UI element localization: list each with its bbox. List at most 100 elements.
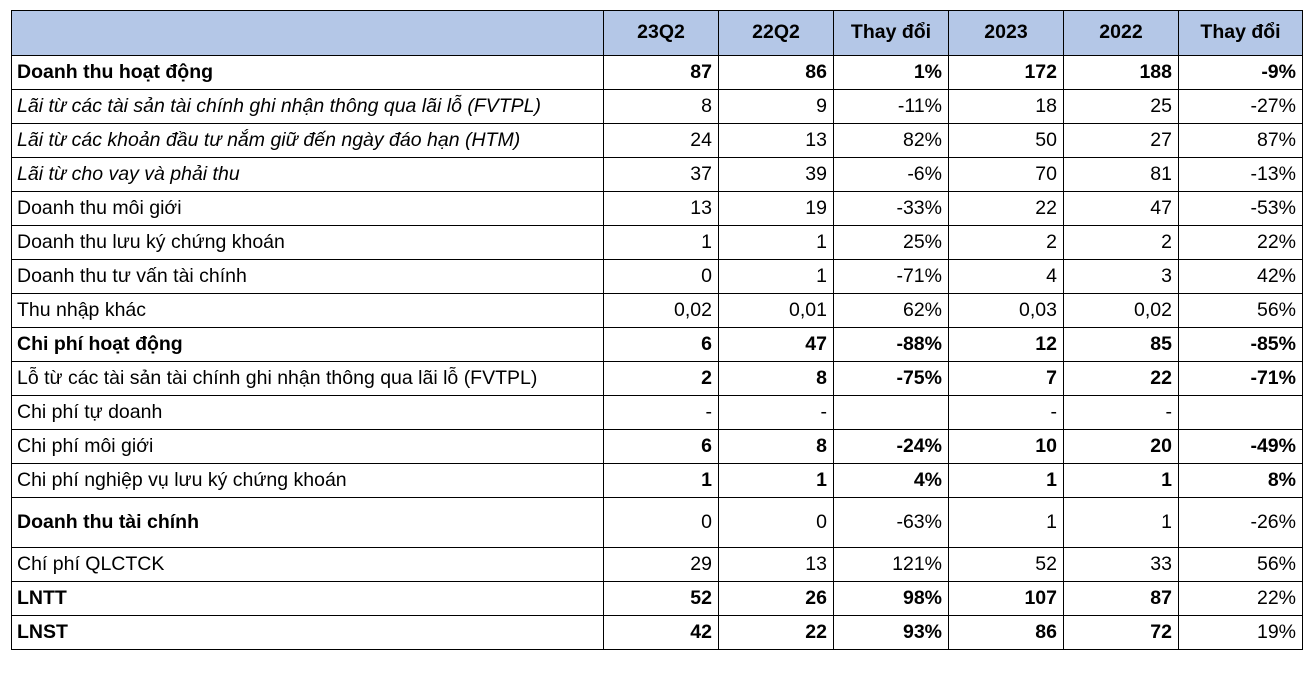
row-value: 1 xyxy=(1063,463,1179,498)
row-label: Doanh thu tài chính xyxy=(11,497,604,548)
row-value: -13% xyxy=(1178,157,1303,192)
row-value: 19% xyxy=(1178,615,1303,650)
table-row: Chi phí tự doanh - - - - xyxy=(11,395,1303,430)
row-value: 0,02 xyxy=(603,293,719,328)
row-value: 93% xyxy=(833,615,949,650)
row-value: 0,02 xyxy=(1063,293,1179,328)
row-value: -49% xyxy=(1178,429,1303,464)
row-value: 13 xyxy=(718,547,834,582)
row-label: LNTT xyxy=(11,581,604,616)
row-value: 22% xyxy=(1178,225,1303,260)
header-cell-23q2: 23Q2 xyxy=(603,10,719,56)
row-value: 25% xyxy=(833,225,949,260)
row-label: Doanh thu tư vấn tài chính xyxy=(11,259,604,294)
row-value: -63% xyxy=(833,497,949,548)
header-cell-label xyxy=(11,10,604,56)
table-row: Chi phí hoạt động 6 47 -88% 12 85 -85% xyxy=(11,327,1303,362)
row-value: 82% xyxy=(833,123,949,158)
row-label: Chi phí nghiệp vụ lưu ký chứng khoán xyxy=(11,463,604,498)
row-label: Doanh thu hoạt động xyxy=(11,55,604,90)
row-value: 72 xyxy=(1063,615,1179,650)
header-cell-change-quarter: Thay đổi xyxy=(833,10,949,56)
row-value: 39 xyxy=(718,157,834,192)
row-value: 6 xyxy=(603,429,719,464)
row-value: 0,01 xyxy=(718,293,834,328)
row-value: 19 xyxy=(718,191,834,226)
table-row: Doanh thu lưu ký chứng khoán 1 1 25% 2 2 22% xyxy=(11,225,1303,260)
table-row: LNTT 52 26 98% 107 87 22% xyxy=(11,581,1303,616)
row-value: -6% xyxy=(833,157,949,192)
table-row: LNST 42 22 93% 86 72 19% xyxy=(11,615,1303,650)
row-value: 52 xyxy=(603,581,719,616)
row-value: - xyxy=(1063,395,1179,430)
row-value: 7 xyxy=(948,361,1064,396)
row-label: Doanh thu lưu ký chứng khoán xyxy=(11,225,604,260)
row-value: 56% xyxy=(1178,293,1303,328)
row-value: 1 xyxy=(948,463,1064,498)
row-value: 12 xyxy=(948,327,1064,362)
row-value: 8% xyxy=(1178,463,1303,498)
row-value: 13 xyxy=(718,123,834,158)
row-value: - xyxy=(718,395,834,430)
row-value: -88% xyxy=(833,327,949,362)
row-value: 85 xyxy=(1063,327,1179,362)
row-value: 1 xyxy=(948,497,1064,548)
row-value: -71% xyxy=(1178,361,1303,396)
row-value: 1 xyxy=(1063,497,1179,548)
header-cell-22q2: 22Q2 xyxy=(718,10,834,56)
row-value: 8 xyxy=(603,89,719,124)
row-value: 22 xyxy=(948,191,1064,226)
row-value: 22% xyxy=(1178,581,1303,616)
row-value: 18 xyxy=(948,89,1064,124)
row-label: LNST xyxy=(11,615,604,650)
row-value: 10 xyxy=(948,429,1064,464)
row-label: Thu nhập khác xyxy=(11,293,604,328)
row-value: -9% xyxy=(1178,55,1303,90)
row-value: 22 xyxy=(718,615,834,650)
row-value xyxy=(1178,395,1303,430)
row-value: 0 xyxy=(718,497,834,548)
row-value xyxy=(833,395,949,430)
row-value: 81 xyxy=(1063,157,1179,192)
row-label: Lãi từ các khoản đầu tư nắm giữ đến ngày… xyxy=(11,123,604,158)
row-value: 27 xyxy=(1063,123,1179,158)
row-value: 8 xyxy=(718,429,834,464)
row-value: 47 xyxy=(1063,191,1179,226)
row-value: 1 xyxy=(603,463,719,498)
header-cell-2023: 2023 xyxy=(948,10,1064,56)
table-row: Chi phí nghiệp vụ lưu ký chứng khoán 1 1 4%… xyxy=(11,463,1303,498)
row-value: 98% xyxy=(833,581,949,616)
row-value: - xyxy=(603,395,719,430)
table-row: Thu nhập khác 0,02 0,01 62% 0,03 0,02 56% xyxy=(11,293,1303,328)
financial-table: 23Q2 22Q2 Thay đổi 2023 2022 Thay đổi Do… xyxy=(11,10,1303,650)
row-value: 33 xyxy=(1063,547,1179,582)
row-value: 56% xyxy=(1178,547,1303,582)
row-value: -33% xyxy=(833,191,949,226)
row-value: 0,03 xyxy=(948,293,1064,328)
row-value: 87 xyxy=(603,55,719,90)
row-value: 25 xyxy=(1063,89,1179,124)
row-value: 24 xyxy=(603,123,719,158)
row-value: 1 xyxy=(718,463,834,498)
row-value: 9 xyxy=(718,89,834,124)
header-cell-change-year: Thay đổi xyxy=(1178,10,1303,56)
row-value: -75% xyxy=(833,361,949,396)
row-value: -53% xyxy=(1178,191,1303,226)
row-value: 87 xyxy=(1063,581,1179,616)
row-value: 1 xyxy=(718,259,834,294)
row-value: 29 xyxy=(603,547,719,582)
row-value: 87% xyxy=(1178,123,1303,158)
row-value: -26% xyxy=(1178,497,1303,548)
row-value: -24% xyxy=(833,429,949,464)
row-value: -27% xyxy=(1178,89,1303,124)
row-value: 2 xyxy=(948,225,1064,260)
row-label: Chí phí QLCTCK xyxy=(11,547,604,582)
table-row: Doanh thu hoạt động 87 86 1% 172 188 -9% xyxy=(11,55,1303,90)
row-label: Chi phí tự doanh xyxy=(11,395,604,430)
row-value: 6 xyxy=(603,327,719,362)
table-row: Lãi từ các khoản đầu tư nắm giữ đến ngày… xyxy=(11,123,1303,158)
row-value: 22 xyxy=(1063,361,1179,396)
header-row: 23Q2 22Q2 Thay đổi 2023 2022 Thay đổi xyxy=(11,10,1303,56)
row-value: 37 xyxy=(603,157,719,192)
row-value: -85% xyxy=(1178,327,1303,362)
